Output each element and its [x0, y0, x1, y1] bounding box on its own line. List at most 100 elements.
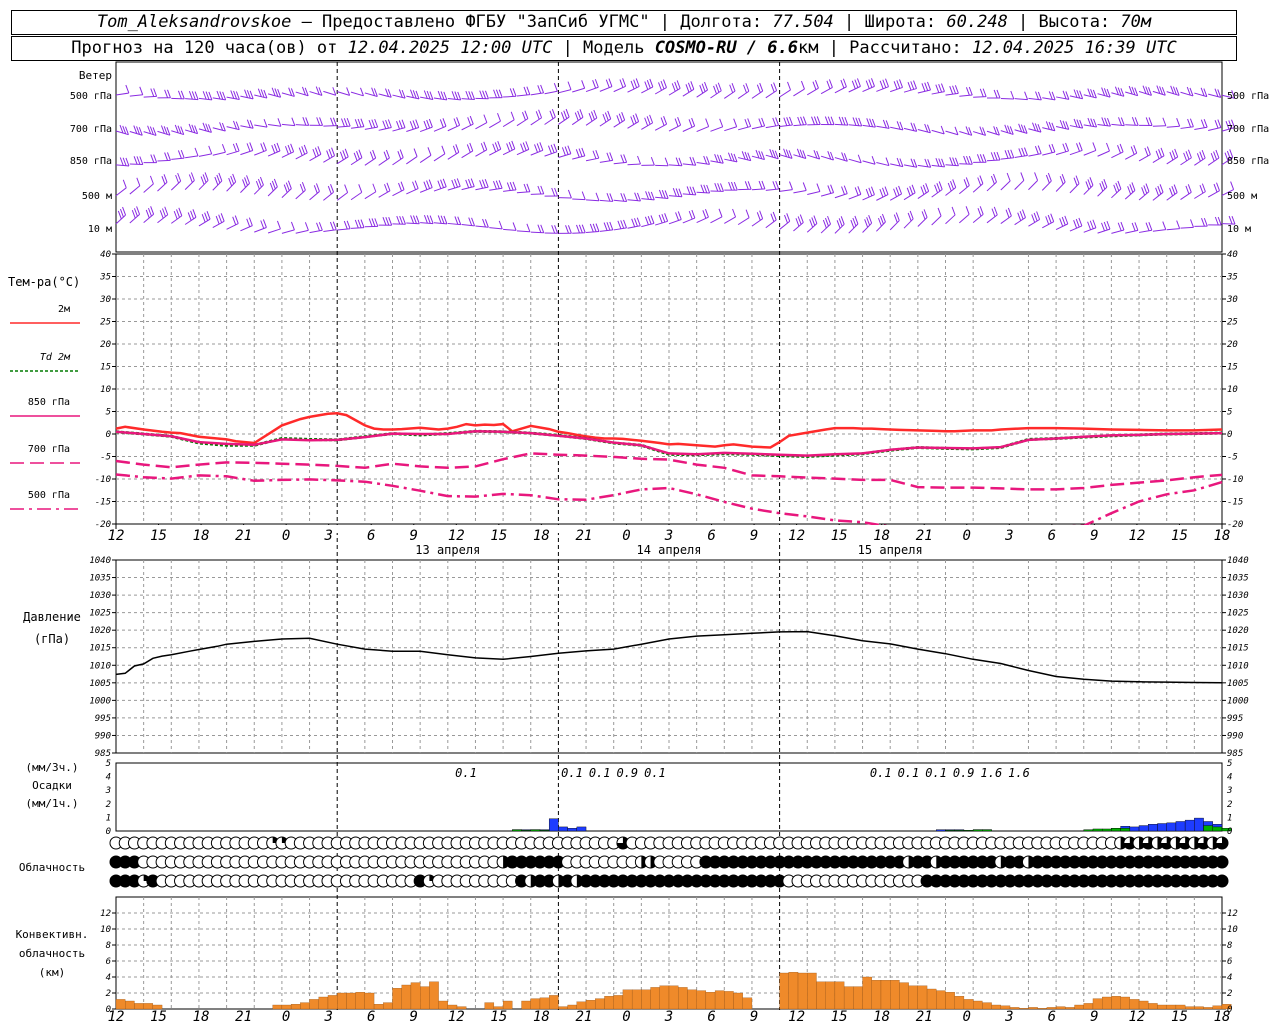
precip-bar: [1083, 829, 1094, 832]
wind-barb-staff: [903, 192, 916, 201]
conv-ytick-left: 0: [106, 1005, 111, 1015]
pressure-ytick-left: 1015: [89, 644, 111, 654]
wind-barb-flag: [1143, 185, 1148, 194]
wind-barb-flag: [772, 117, 777, 127]
wind-barb-flag: [249, 90, 254, 100]
wind-barb-flag: [191, 124, 196, 133]
wind-barb-staff: [585, 86, 599, 93]
temp-ytick-left: 0: [106, 430, 111, 440]
wind-barb-flag: [1120, 88, 1125, 97]
wind-barb-staff: [627, 199, 641, 202]
conv-ytick-left: 6: [106, 957, 111, 967]
wind-barb-flag: [312, 148, 317, 158]
pressure-ytick-left: 985: [95, 749, 111, 759]
pressure-ytick-left: 990: [95, 731, 111, 741]
wind-barb-flag: [856, 78, 861, 87]
wind-barb-staff: [281, 123, 295, 127]
cloud-mid-symbol: [1215, 855, 1229, 869]
wind-barb-staff: [986, 181, 997, 192]
temp-ytick-right: 30: [1226, 295, 1238, 305]
wind-barb-flag: [935, 84, 940, 93]
wind-barb-flag: [1092, 142, 1097, 151]
wind-barb-flag: [249, 120, 254, 129]
wind-barb-flag: [1156, 85, 1161, 94]
wind-barb-flag: [758, 180, 763, 190]
wind-barb-flag: [1213, 183, 1218, 193]
wind-barb-flag: [647, 191, 652, 200]
wind-barb-flag: [357, 118, 362, 128]
altitude-value: 70м: [1120, 12, 1152, 32]
wind-barb-flag: [689, 156, 694, 166]
wind-barb-flag: [455, 144, 460, 153]
wind-barb-flag: [414, 180, 419, 189]
wind-barb-flag: [484, 178, 489, 188]
wind-barb-flag: [802, 150, 807, 159]
wind-barb-staff: [917, 89, 931, 94]
wind-barb-flag: [1007, 149, 1012, 159]
wind-barb-flag: [868, 187, 873, 197]
hour-label: 3: [1004, 528, 1013, 544]
hour-label-bottom: 15: [1171, 1009, 1188, 1024]
wind-barb-flag: [935, 157, 940, 167]
wind-barb-flag: [924, 123, 929, 133]
pressure-ytick-right: 1035: [1227, 574, 1249, 584]
wind-barb-staff: [834, 223, 845, 234]
wind-barb-staff: [1194, 126, 1208, 131]
wind-barb-flag: [602, 113, 607, 123]
precip-bar: [548, 818, 559, 832]
wind-barb-flag: [410, 215, 415, 224]
wind-barb-flag: [881, 213, 886, 223]
hour-label: 6: [367, 528, 375, 544]
wind-barb-flag: [836, 220, 841, 229]
wind-barb-flag: [246, 175, 250, 184]
wind-barb-flag: [1075, 218, 1080, 228]
temp-legend-label: 500 гПа: [28, 490, 70, 501]
wind-barb-flag: [1225, 121, 1230, 130]
wind-barb-flag: [575, 149, 580, 158]
temp-ytick-right: 20: [1227, 340, 1238, 350]
wind-barb-flag: [1134, 222, 1139, 231]
wind-barb-staff: [876, 194, 889, 201]
wind-barb-flag: [302, 117, 307, 126]
wind-barb-flag: [1200, 87, 1205, 97]
wind-barb-flag: [218, 214, 223, 223]
conv-bar: [954, 996, 965, 1010]
wind-barb-flag: [581, 80, 586, 89]
wind-barb-flag: [773, 82, 778, 91]
wind-level-label: 850 гПа: [70, 156, 112, 167]
wind-barb-flag: [993, 206, 998, 216]
hour-label-bottom: 6: [367, 1009, 375, 1024]
wind-barb-staff: [129, 214, 140, 224]
wind-barb-staff: [489, 120, 501, 129]
temp-ytick-left: -15: [95, 498, 111, 508]
wind-barb-flag: [769, 149, 774, 158]
precip-label: 0.1: [455, 766, 477, 780]
wind-barb-staff: [862, 194, 875, 201]
wind-barb-flag: [702, 210, 707, 219]
wind-barb-staff: [1180, 157, 1192, 166]
wind-barb-staff: [392, 127, 406, 132]
wind-barb-staff: [1083, 124, 1097, 128]
wind-barb-staff: [1208, 127, 1221, 131]
precip-bar: [982, 829, 992, 832]
wind-barb-flag: [1006, 172, 1011, 182]
wind-barb-flag: [1062, 90, 1067, 100]
wind-barb-staff: [447, 151, 460, 160]
wind-barb-flag: [925, 183, 930, 192]
wind-barb-flag: [246, 90, 251, 99]
wind-barb-flag: [133, 156, 138, 165]
wind-barb-flag: [620, 220, 625, 229]
wind-barb-flag: [457, 216, 462, 225]
precip-panel-frame: [115, 762, 1223, 832]
wind-barb-staff: [751, 218, 763, 227]
wind-barb-flag: [841, 152, 846, 161]
wind-barb-flag: [374, 118, 379, 128]
wind-barb-flag: [465, 179, 470, 189]
wind-barb-flag: [1229, 149, 1234, 158]
conv-bar: [816, 981, 826, 1010]
wind-barb-flag: [1201, 218, 1205, 227]
wind-barb-flag: [567, 81, 572, 90]
wind-barb-flag: [180, 90, 185, 100]
wind-barb-flag: [717, 82, 722, 91]
conv-bar: [290, 1004, 301, 1010]
